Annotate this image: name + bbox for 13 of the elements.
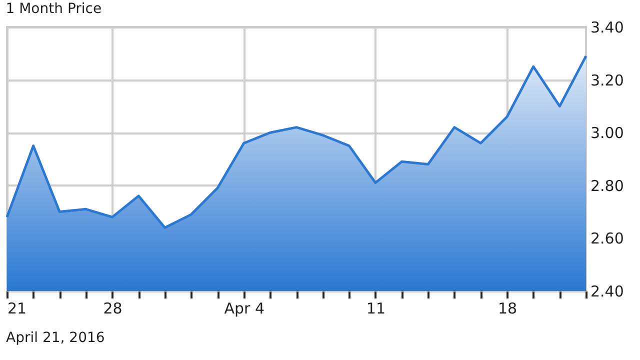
- y-tick-label: 2.40: [590, 282, 624, 300]
- x-tick-label: 11: [366, 300, 386, 318]
- x-tick-label: 28: [103, 300, 122, 318]
- y-tick-label: 2.80: [590, 176, 624, 195]
- chart-title: 1 Month Price: [6, 1, 102, 17]
- y-tick-label: 3.00: [590, 124, 624, 142]
- y-tick-label: 2.60: [590, 230, 624, 248]
- x-tick-label: 18: [498, 300, 518, 318]
- text: April 21, 2016: [6, 330, 105, 346]
- y-tick-label: 3.20: [590, 71, 624, 90]
- x-tick-label: Apr 4: [224, 300, 264, 318]
- x-tick-label: 21: [8, 300, 27, 318]
- y-tick-label: 3.40: [590, 18, 624, 36]
